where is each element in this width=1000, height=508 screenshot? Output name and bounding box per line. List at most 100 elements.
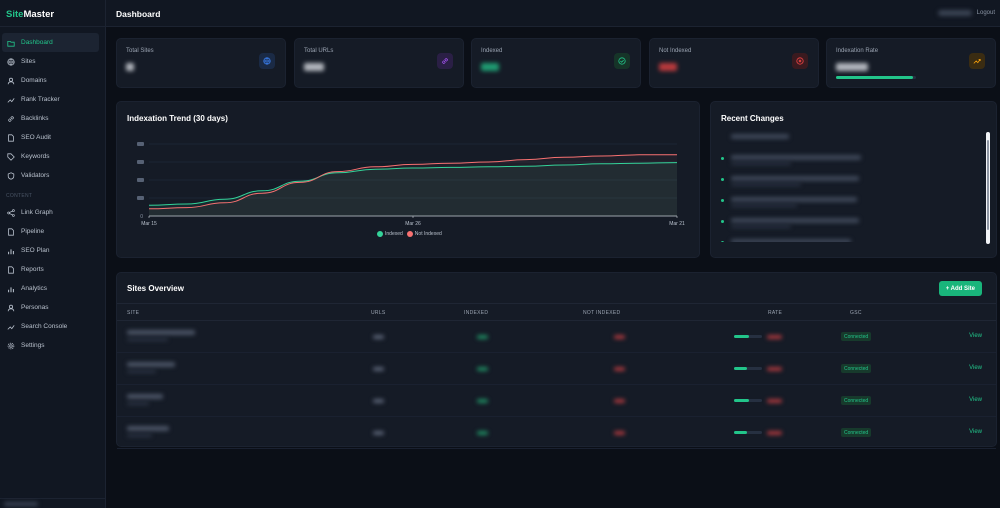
sidebar: SiteMaster Dashboard Sites Domains Rank Tra…: [0, 0, 106, 508]
document-icon: [6, 227, 15, 236]
y-tick-label-redacted: [137, 178, 144, 182]
sidebar-item-pipeline[interactable]: Pipeline: [2, 222, 99, 241]
recent-change-item: [721, 130, 983, 151]
sites-overview-panel: Sites Overview + Add Site SITE URLS INDE…: [116, 272, 997, 449]
series-area-indexed: [149, 162, 677, 216]
gsc-status-badge: Connected: [841, 396, 872, 405]
sidebar-item-reports[interactable]: Reports: [2, 260, 99, 279]
view-link[interactable]: View: [969, 397, 982, 403]
stat-label: Total Sites: [126, 48, 154, 54]
recent-change-item: [721, 235, 983, 242]
scrollbar-thumb[interactable]: [987, 140, 989, 230]
sidebar-item-backlinks[interactable]: Backlinks: [2, 109, 99, 128]
not-indexed-value-redacted: [614, 431, 625, 435]
gsc-status-badge: Connected: [841, 332, 872, 341]
recent-changes-list: [721, 130, 983, 242]
trend-up-icon: [969, 53, 985, 69]
y-tick-label-redacted: [137, 142, 144, 146]
sidebar-item-link-graph[interactable]: Link Graph: [2, 203, 99, 222]
view-link[interactable]: View: [969, 365, 982, 371]
folder-icon: [6, 38, 15, 47]
change-dot: [721, 220, 724, 223]
shield-icon: [6, 171, 15, 180]
change-text-redacted: [731, 134, 789, 139]
view-link[interactable]: View: [969, 333, 982, 339]
gear-icon: [6, 341, 15, 350]
sidebar-item-search-console[interactable]: Search Console: [2, 317, 99, 336]
stat-value: [659, 63, 677, 71]
sidebar-item-domains[interactable]: Domains: [2, 71, 99, 90]
rate-mini-bar-fill: [734, 399, 750, 402]
globe-icon: [259, 53, 275, 69]
table-row[interactable]: Connected View: [117, 385, 996, 417]
y-tick-label-redacted: [137, 196, 144, 200]
recent-changes-scrollbar[interactable]: [986, 132, 990, 244]
x-tick-label: Mar 21: [669, 221, 685, 227]
check-circle-icon: [614, 53, 630, 69]
site-name-redacted[interactable]: [127, 394, 163, 399]
col-gsc[interactable]: GSC: [850, 310, 862, 316]
change-text-redacted: [731, 197, 857, 202]
sidebar-item-rank-tracker[interactable]: Rank Tracker: [2, 90, 99, 109]
sidebar-item-label: Link Graph: [21, 209, 53, 216]
site-name-redacted[interactable]: [127, 426, 169, 431]
document-icon: [6, 265, 15, 274]
site-sub-redacted: [127, 338, 168, 341]
col-not-indexed[interactable]: NOT INDEXED: [583, 310, 621, 316]
series-line-not-indexed: [148, 154, 677, 210]
stat-value: [304, 63, 324, 71]
col-site[interactable]: SITE: [127, 310, 140, 316]
logout-link[interactable]: Logout: [976, 10, 995, 16]
stat-card-indexed: Indexed: [471, 38, 641, 88]
site-sub-redacted: [127, 434, 152, 437]
tag-icon: [6, 152, 15, 161]
sidebar-item-keywords[interactable]: Keywords: [2, 147, 99, 166]
urls-value-redacted: [373, 399, 384, 403]
sidebar-item-seo-audit[interactable]: SEO Audit: [2, 128, 99, 147]
sidebar-item-sites[interactable]: Sites: [2, 52, 99, 71]
change-dot: [721, 157, 724, 160]
brand-logo[interactable]: SiteMaster: [0, 0, 105, 27]
stat-value: [126, 63, 134, 71]
rate-value-redacted: [767, 399, 782, 403]
change-text-redacted: [731, 155, 861, 160]
view-link[interactable]: View: [969, 429, 982, 435]
legend-item[interactable]: Indexed: [377, 231, 403, 237]
page-title: Dashboard: [116, 9, 161, 19]
sidebar-item-label: Backlinks: [21, 115, 49, 122]
document-icon: [6, 133, 15, 142]
series-line-indexed: [148, 162, 678, 206]
sidebar-item-analytics[interactable]: Analytics: [2, 279, 99, 298]
col-urls[interactable]: URLS: [371, 310, 386, 316]
stat-value: [481, 63, 499, 71]
site-name-redacted[interactable]: [127, 362, 175, 367]
add-site-button[interactable]: + Add Site: [938, 281, 982, 296]
not-indexed-value-redacted: [614, 367, 625, 371]
sidebar-item-dashboard[interactable]: Dashboard: [2, 33, 99, 52]
legend-item[interactable]: Not Indexed: [406, 231, 442, 237]
site-name-redacted[interactable]: [127, 330, 195, 335]
change-text-redacted: [731, 239, 851, 242]
stat-label: Not Indexed: [659, 48, 692, 54]
change-sub-redacted: [731, 225, 791, 228]
sidebar-item-label: Sites: [21, 58, 36, 65]
sidebar-item-validators[interactable]: Validators: [2, 166, 99, 185]
sidebar-item-seo-plan[interactable]: SEO Plan: [2, 241, 99, 260]
user-name: [938, 10, 972, 16]
indexation-rate-bar-fill: [836, 76, 913, 79]
users-icon: [6, 76, 15, 85]
stat-label: Indexation Rate: [836, 48, 879, 54]
sidebar-item-label: Keywords: [21, 153, 50, 160]
col-indexed[interactable]: INDEXED: [464, 310, 489, 316]
change-sub-redacted: [731, 204, 797, 207]
sidebar-item-label: Pipeline: [21, 228, 45, 235]
sidebar-item-label: Reports: [21, 266, 44, 273]
col-rate[interactable]: RATE: [768, 310, 783, 316]
table-row[interactable]: Connected View: [117, 353, 996, 385]
sidebar-nav: Dashboard Sites Domains Rank Tracker Backlin…: [0, 27, 105, 355]
sidebar-item-personas[interactable]: Personas: [2, 298, 99, 317]
stat-value: [836, 63, 868, 71]
table-row[interactable]: Connected View: [117, 321, 996, 353]
sidebar-item-settings[interactable]: Settings: [2, 336, 99, 355]
table-row[interactable]: Connected View: [117, 417, 996, 449]
